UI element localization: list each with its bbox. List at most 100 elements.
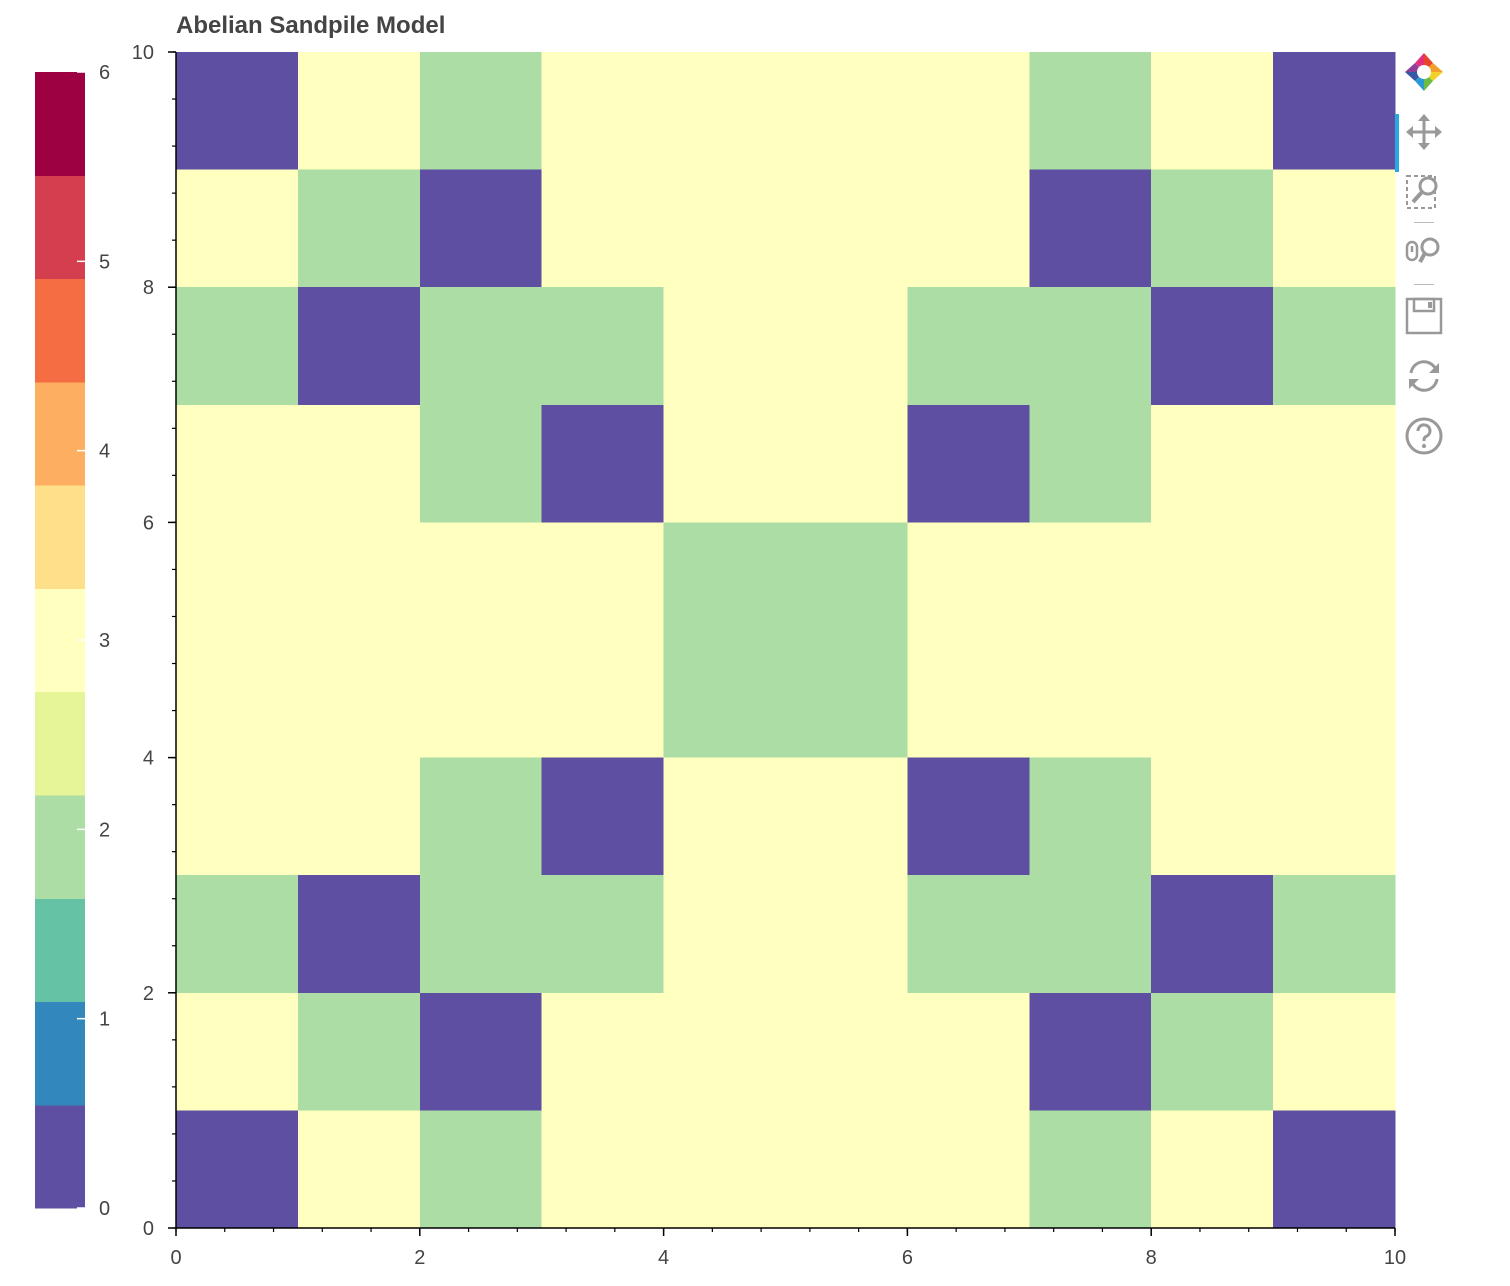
colorbar-segment <box>35 278 85 383</box>
x-tick-label: 10 <box>1384 1247 1406 1269</box>
x-tick-label: 0 <box>170 1247 181 1269</box>
heatmap-cell <box>663 992 787 1111</box>
reset-icon <box>1409 360 1439 392</box>
pan-tool-button[interactable] <box>1395 108 1448 172</box>
heatmap-cell <box>541 522 665 641</box>
heatmap-cell <box>176 875 299 994</box>
x-tick-label: 8 <box>1146 1247 1157 1269</box>
heatmap-cell <box>419 1110 543 1229</box>
heatmap-cell <box>419 757 543 876</box>
heatmap-cell <box>785 404 908 523</box>
wheel-zoom-tool-button[interactable] <box>1400 228 1448 276</box>
x-tick-label: 4 <box>658 1247 669 1269</box>
heatmap-cell <box>1151 169 1274 288</box>
colorbar-segment <box>35 72 85 176</box>
heatmap-cell <box>1273 1110 1396 1229</box>
heatmap-cell <box>785 992 908 1111</box>
heatmap-cell <box>1151 875 1274 994</box>
heatmap-cell <box>1151 640 1274 759</box>
heatmap-cell <box>419 992 543 1111</box>
heatmap-cell <box>907 522 1030 641</box>
heatmap-cell <box>297 757 421 876</box>
y-tick-label: 0 <box>143 1218 154 1240</box>
heatmap-cell <box>176 522 299 641</box>
heatmap-cell <box>663 757 787 876</box>
heatmap-cell <box>663 640 787 759</box>
heatmap-cell <box>785 52 908 171</box>
heatmap-cell <box>297 522 421 641</box>
heatmap-cell <box>419 287 543 406</box>
colorbar: 0 1 2 3 4 5 6 <box>35 62 110 1220</box>
colorbar-segment <box>35 1104 85 1209</box>
heatmap-cell <box>1029 1110 1152 1229</box>
heatmap-cell <box>907 287 1030 406</box>
heatmap-cell <box>785 287 908 406</box>
colorbar-tick-label: 1 <box>99 1009 110 1031</box>
colorbar-segment <box>35 898 85 1003</box>
save-tool-button[interactable] <box>1400 292 1448 340</box>
x-tick-label: 6 <box>902 1247 913 1269</box>
heatmap-cell <box>419 875 543 994</box>
heatmap-cell <box>907 52 1030 171</box>
heatmap-cell <box>785 1110 908 1229</box>
heatmap-cell <box>1151 1110 1274 1229</box>
heatmap-cell <box>1273 640 1396 759</box>
y-tick-label: 8 <box>143 277 154 299</box>
colorbar-segment <box>35 588 85 693</box>
bokeh-logo-icon <box>1405 53 1443 91</box>
colorbar-segment <box>35 175 85 280</box>
heatmap-cell <box>541 640 665 759</box>
heatmap-cell <box>1029 992 1152 1111</box>
wheel-zoom-icon <box>1405 237 1440 263</box>
heatmap-cell <box>1029 169 1152 288</box>
chart-title: Abelian Sandpile Model <box>176 12 446 39</box>
heatmap-cell <box>297 404 421 523</box>
heatmap-cell <box>785 875 908 994</box>
colorbar-segment <box>35 691 85 796</box>
y-tick-label: 10 <box>132 42 154 64</box>
colorbar-tick-label: 3 <box>99 630 110 652</box>
heatmap-cell <box>1273 757 1396 876</box>
heatmap-cell <box>297 287 421 406</box>
heatmap-cell <box>1151 522 1274 641</box>
heatmap-cell <box>1029 404 1152 523</box>
heatmap-cell <box>907 169 1030 288</box>
bokeh-logo[interactable] <box>1400 48 1448 96</box>
heatmap-cell <box>1029 875 1152 994</box>
heatmap-cell <box>176 287 299 406</box>
box-zoom-icon <box>1406 175 1438 209</box>
box-zoom-tool-button[interactable] <box>1400 168 1448 216</box>
heatmap-cell <box>541 52 665 171</box>
y-tick-label: 6 <box>143 512 154 534</box>
reset-tool-button[interactable] <box>1400 352 1448 400</box>
heatmap-cell <box>419 52 543 171</box>
heatmap-cell <box>907 757 1030 876</box>
heatmap-cell <box>1273 52 1396 171</box>
heatmap-cell <box>1029 287 1152 406</box>
heatmap-cell <box>1273 404 1396 523</box>
heatmap-cell <box>541 757 665 876</box>
help-icon <box>1405 417 1443 455</box>
heatmap-cell <box>541 1110 665 1229</box>
x-tick-label: 2 <box>414 1247 425 1269</box>
heatmap-cell <box>663 169 787 288</box>
heatmap-cell <box>663 522 787 641</box>
heatmap-cell <box>419 404 543 523</box>
y-tick-label: 2 <box>143 983 154 1005</box>
save-icon <box>1405 297 1443 335</box>
help-tool-button[interactable] <box>1400 412 1448 460</box>
heatmap-cell <box>1273 287 1396 406</box>
heatmap-cell <box>907 404 1030 523</box>
heatmap-cell <box>419 522 543 641</box>
pan-icon <box>1406 114 1442 150</box>
heatmap-cell <box>1273 169 1396 288</box>
heatmap-cell <box>1151 287 1274 406</box>
heatmap-cell <box>176 757 299 876</box>
toolbar-separator <box>1414 222 1434 223</box>
heatmap-cell <box>907 640 1030 759</box>
colorbar-segment <box>35 485 85 589</box>
heatmap-cell <box>1029 640 1152 759</box>
colorbar-tick-label: 5 <box>99 251 110 273</box>
heatmap-cell <box>419 640 543 759</box>
